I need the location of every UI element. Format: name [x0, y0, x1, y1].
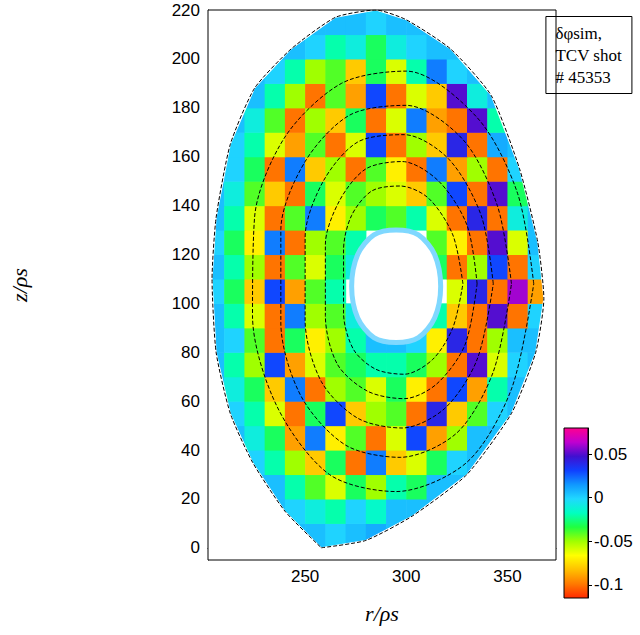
svg-text:220: 220	[172, 1, 200, 20]
svg-text:160: 160	[172, 147, 200, 166]
svg-text:# 45353: # 45353	[555, 68, 610, 87]
svg-text:180: 180	[172, 98, 200, 117]
svg-text:20: 20	[181, 489, 200, 508]
svg-text:z/ρs: z/ρs	[7, 268, 32, 303]
svg-text:40: 40	[181, 441, 200, 460]
svg-text:350: 350	[493, 567, 521, 586]
svg-text:δφsim,: δφsim,	[555, 24, 602, 43]
svg-text:0: 0	[594, 488, 603, 507]
svg-text:300: 300	[392, 567, 420, 586]
svg-text:250: 250	[291, 567, 319, 586]
svg-text:-0.1: -0.1	[594, 575, 623, 594]
svg-text:r/ρs: r/ρs	[365, 601, 399, 626]
svg-text:100: 100	[172, 294, 200, 313]
svg-text:TCV shot: TCV shot	[555, 46, 622, 65]
svg-text:80: 80	[181, 343, 200, 362]
svg-text:140: 140	[172, 196, 200, 215]
svg-text:-0.05: -0.05	[594, 532, 633, 551]
svg-text:120: 120	[172, 245, 200, 264]
svg-text:0.05: 0.05	[594, 445, 627, 464]
svg-text:200: 200	[172, 49, 200, 68]
svg-text:0: 0	[191, 538, 200, 557]
svg-text:60: 60	[181, 392, 200, 411]
